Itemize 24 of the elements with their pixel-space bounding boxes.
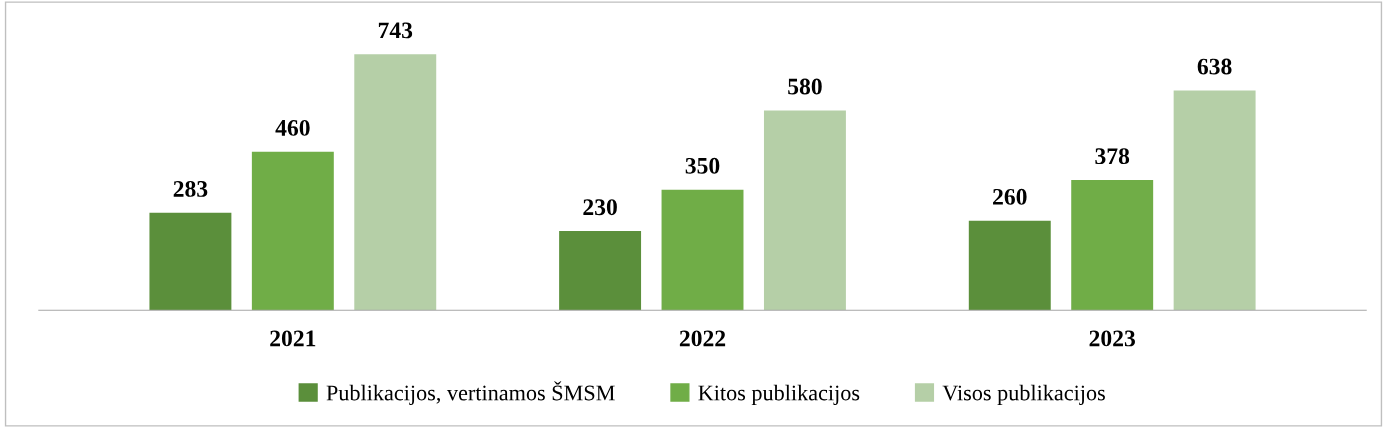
bar — [251, 151, 334, 311]
data-label: 378 — [1095, 148, 1130, 165]
data-label: 460 — [275, 119, 310, 136]
legend-label: Kitos publikacijos — [698, 384, 860, 405]
bar — [354, 54, 437, 311]
bar — [149, 212, 232, 311]
bar — [1173, 90, 1256, 311]
data-label: 580 — [788, 78, 822, 95]
data-label: 260 — [993, 188, 1027, 205]
data-label: 230 — [583, 199, 617, 216]
data-label: 283 — [173, 180, 208, 197]
bar — [968, 220, 1051, 311]
bar — [559, 231, 642, 311]
legend-label: Publikacijos, vertinamos ŠMSM — [326, 381, 615, 405]
data-label: 743 — [378, 22, 413, 39]
bar — [763, 110, 846, 311]
data-label: 350 — [685, 157, 720, 174]
legend-label: Visos publikacijos — [942, 384, 1105, 405]
x-tick-label: 2023 — [1089, 330, 1135, 347]
x-tick-label: 2021 — [270, 330, 316, 347]
bar — [661, 189, 744, 311]
bar — [1071, 180, 1154, 311]
x-tick-label: 2022 — [679, 330, 726, 347]
data-label: 638 — [1197, 58, 1232, 75]
